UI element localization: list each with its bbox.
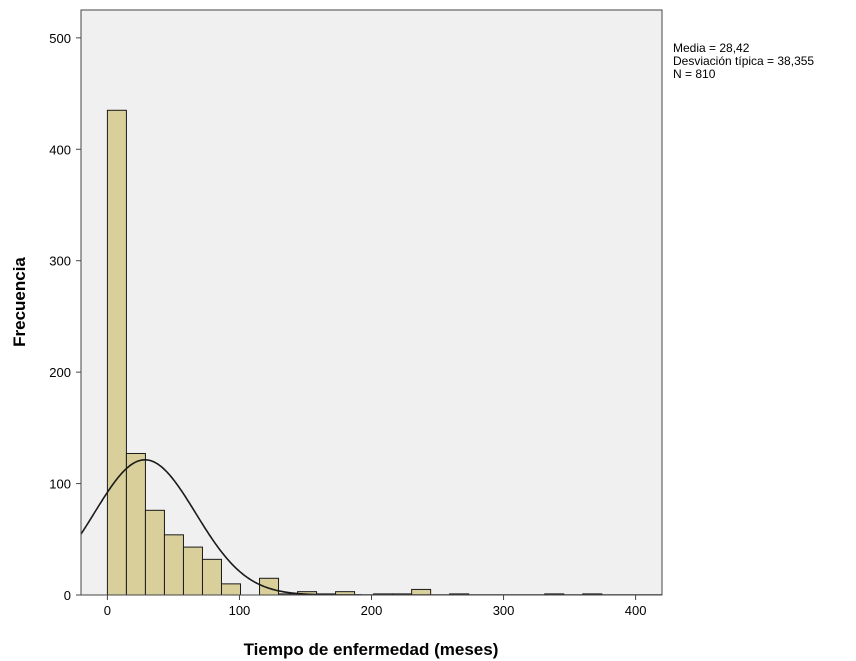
histogram-bar-3 (163, 534, 184, 596)
histogram-bar-5 (201, 558, 222, 596)
x-tick-label: 100 (229, 603, 251, 618)
x-tick-label: 300 (493, 603, 515, 618)
histogram-bar-1 (125, 452, 146, 596)
y-tick-label: 300 (49, 254, 71, 269)
x-tick-label: 0 (104, 603, 111, 618)
x-tick-label: 200 (361, 603, 383, 618)
plot-area (81, 10, 662, 595)
x-tick-label: 400 (625, 603, 647, 618)
y-axis-title: Frecuencia (10, 257, 29, 347)
y-tick-label: 500 (49, 31, 71, 46)
histogram-bars (106, 109, 603, 596)
y-tick-label: 400 (49, 142, 71, 157)
histogram-bar-0 (106, 109, 127, 596)
stats-box: Media = 28,42 Desviación típica = 38,355… (673, 41, 814, 81)
stats-n: N = 810 (673, 67, 716, 81)
y-tick-label: 200 (49, 365, 71, 380)
stats-mean: Media = 28,42 (673, 41, 750, 55)
x-axis-title: Tiempo de enfermedad (meses) (244, 640, 499, 659)
histogram-bar-2 (144, 509, 165, 596)
x-axis: 0 100 200 300 400 (104, 595, 647, 618)
y-axis: 0 100 200 300 400 500 (49, 31, 81, 603)
stats-sd: Desviación típica = 38,355 (673, 54, 814, 68)
histogram-bar-6 (221, 583, 242, 596)
y-tick-label: 0 (64, 588, 71, 603)
histogram-bar-4 (182, 546, 203, 596)
histogram-bar-16 (411, 588, 432, 596)
y-tick-label: 100 (49, 477, 71, 492)
